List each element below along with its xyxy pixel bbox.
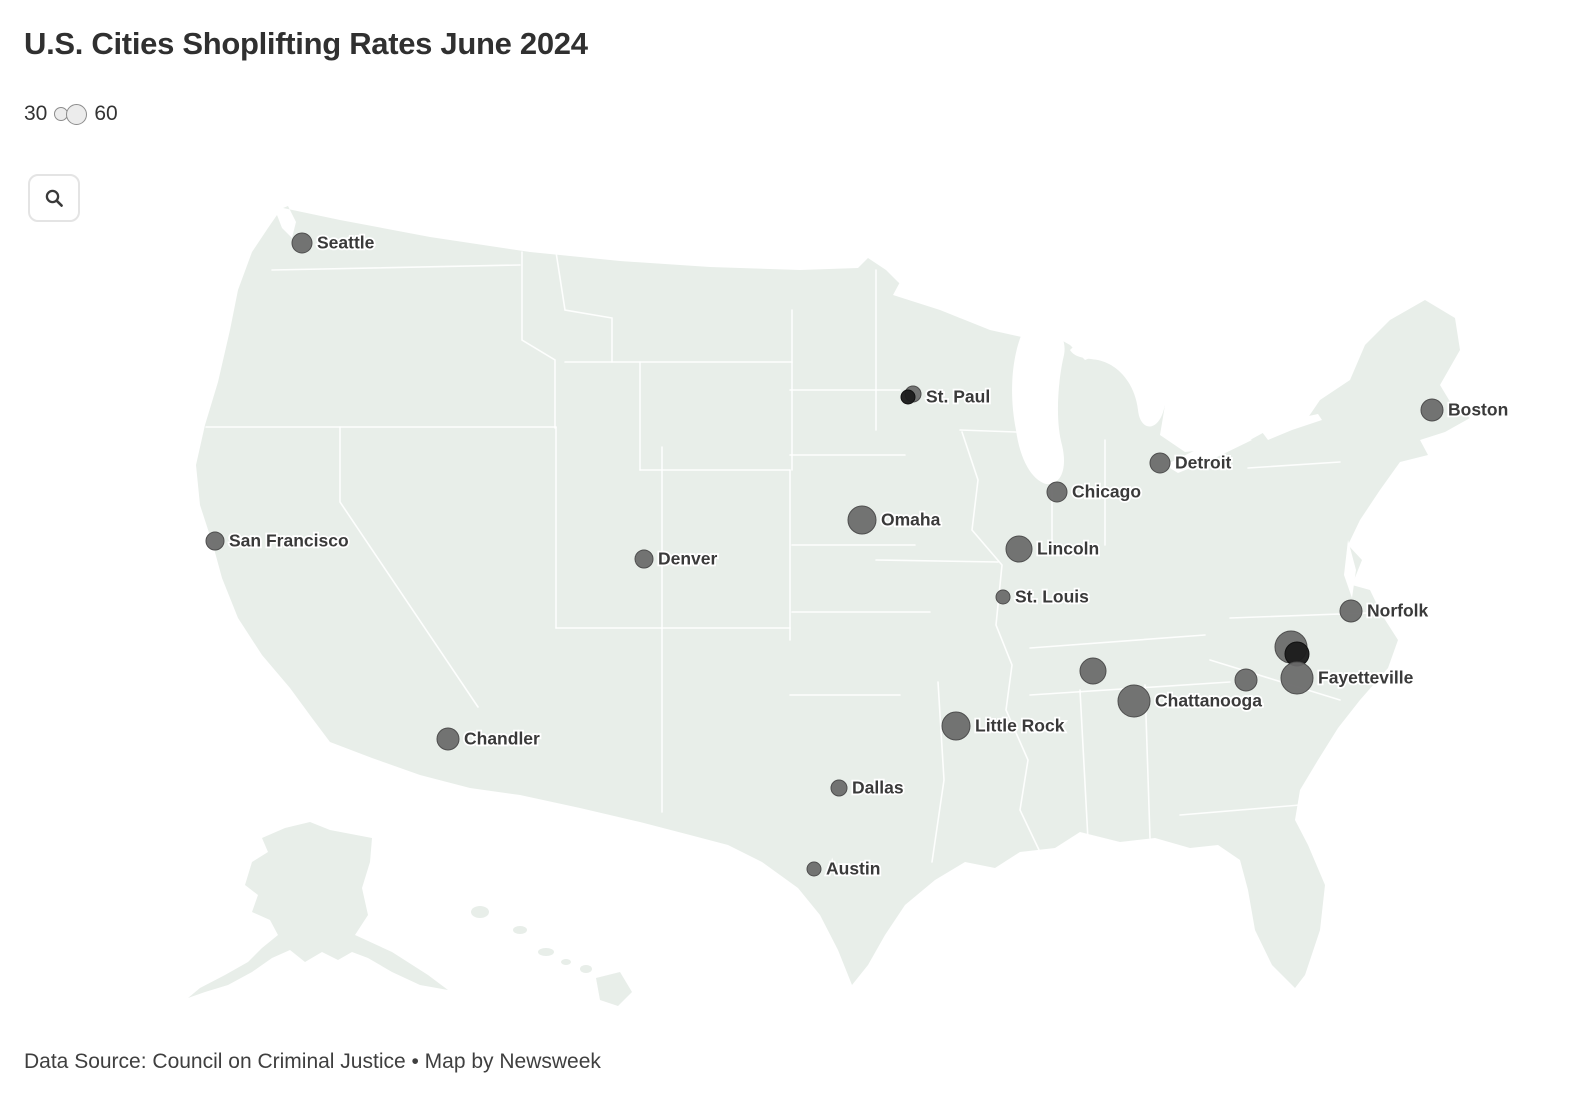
- city-bubble-lincoln[interactable]: [1005, 535, 1033, 563]
- city-label-dallas: Dallas: [852, 778, 904, 798]
- city-label-st-paul: St. Paul: [926, 387, 990, 407]
- city-bubbles-layer: Seattle San Francisco Denver Chandler St. Pa…: [205, 231, 1510, 880]
- city-bubble[interactable]: [1079, 657, 1107, 685]
- city-label-boston: Boston: [1448, 400, 1508, 420]
- city-label-little-rock: Little Rock: [975, 716, 1065, 736]
- search-button[interactable]: [28, 174, 80, 222]
- city-label-san-francisco: San Francisco: [229, 531, 349, 551]
- city-label-detroit: Detroit: [1175, 453, 1232, 473]
- city-label-seattle: Seattle: [317, 233, 375, 253]
- legend-max-value: 60: [94, 102, 118, 125]
- legend-size-circles: [54, 103, 88, 125]
- city-bubble-chandler[interactable]: [436, 727, 460, 751]
- city-label-lincoln: Lincoln: [1037, 539, 1099, 559]
- data-source-credit: Data Source: Council on Criminal Justice…: [24, 1050, 601, 1073]
- city-bubble-st-paul[interactable]: [900, 389, 916, 405]
- city-bubble-denver[interactable]: [634, 549, 654, 569]
- city-label-norfolk: Norfolk: [1367, 601, 1429, 621]
- city-label-denver: Denver: [658, 549, 718, 569]
- city-bubble-dallas[interactable]: [830, 779, 848, 797]
- search-icon: [45, 189, 63, 207]
- city-label-chandler: Chandler: [464, 729, 540, 749]
- city-bubble-boston[interactable]: [1420, 398, 1444, 422]
- hawaii-shape: [471, 906, 632, 1006]
- city-bubble-seattle[interactable]: [291, 232, 313, 254]
- city-bubble-chicago[interactable]: [1046, 481, 1068, 503]
- city-bubble-omaha[interactable]: [847, 505, 877, 535]
- city-label-chattanooga: Chattanooga: [1155, 691, 1262, 711]
- city-bubble-st-louis[interactable]: [995, 589, 1011, 605]
- legend-large-circle: [66, 103, 88, 125]
- city-bubble-fayetteville[interactable]: [1280, 661, 1314, 695]
- city-label-st-louis: St. Louis: [1015, 587, 1089, 607]
- great-lakes: [893, 282, 1356, 598]
- city-bubble-norfolk[interactable]: [1339, 599, 1363, 623]
- city-bubble-detroit[interactable]: [1149, 452, 1171, 474]
- city-label-austin: Austin: [826, 859, 880, 879]
- city-bubble-san-francisco[interactable]: [205, 531, 225, 551]
- city-bubble-austin[interactable]: [806, 861, 822, 877]
- alaska-shape: [188, 822, 448, 998]
- city-label-fayetteville: Fayetteville: [1318, 668, 1414, 688]
- bubble-size-legend: 30 60: [24, 102, 118, 126]
- city-bubble-little-rock[interactable]: [941, 711, 971, 741]
- legend-min-value: 30: [24, 102, 48, 125]
- page-title: U.S. Cities Shoplifting Rates June 2024: [24, 26, 588, 61]
- city-label-chicago: Chicago: [1072, 482, 1141, 502]
- city-bubble-chattanooga[interactable]: [1117, 684, 1151, 718]
- city-bubble[interactable]: [1234, 668, 1258, 692]
- city-label-omaha: Omaha: [881, 510, 941, 530]
